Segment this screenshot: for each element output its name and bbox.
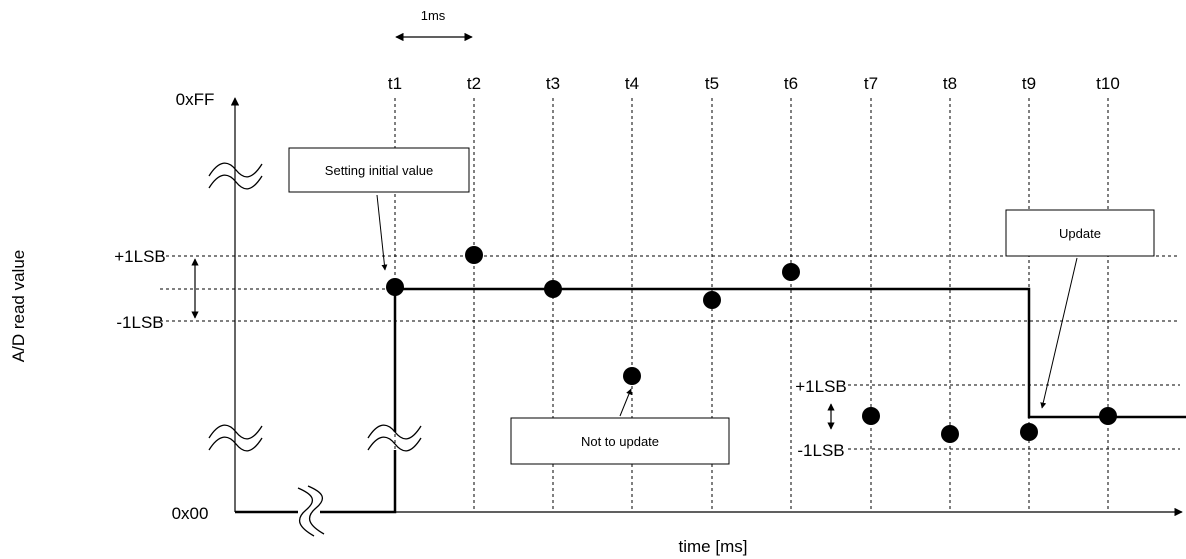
signal-rise-lower	[320, 450, 397, 514]
callout-initial-arrow	[376, 194, 388, 271]
sample-point-t10	[1099, 407, 1117, 425]
time-tick-labels: t1 t2 t3 t4 t5 t6 t7 t8 t9 t10	[388, 74, 1120, 93]
x-break-a	[297, 487, 315, 537]
signal-break-b	[367, 436, 422, 452]
sample-point-t9	[1020, 423, 1038, 441]
callout-not-update-arrow	[619, 388, 632, 417]
sample-point-t8	[941, 425, 959, 443]
axis-break-lower-a	[208, 424, 263, 440]
tick-label-t8: t8	[943, 74, 957, 93]
tick-label-t3: t3	[546, 74, 560, 93]
sample-point-t4	[623, 367, 641, 385]
tick-label-t10: t10	[1096, 74, 1120, 93]
callout-initial-value: Setting initial value	[288, 147, 470, 271]
sample-point-t2	[465, 246, 483, 264]
interval-label: 1ms	[421, 8, 446, 23]
minus-lsb-label-left: -1LSB	[116, 313, 163, 332]
tick-label-t5: t5	[705, 74, 719, 93]
tick-label-t4: t4	[625, 74, 639, 93]
stored-value-signal	[235, 287, 1186, 514]
tick-label-t7: t7	[864, 74, 878, 93]
minus-lsb-label-right: -1LSB	[797, 441, 844, 460]
axis-break-lower-b	[208, 436, 263, 452]
y-top-label: 0xFF	[176, 90, 215, 109]
axis-break-symbols	[208, 162, 422, 537]
callout-not-update-box	[510, 417, 730, 465]
x-axis-label: time [ms]	[679, 537, 748, 556]
sample-point-t3	[544, 280, 562, 298]
callout-not-update: Not to update	[510, 388, 730, 465]
plus-lsb-label-left: +1LSB	[114, 247, 166, 266]
callout-update-text: Update	[1059, 226, 1101, 241]
sample-points	[386, 246, 1117, 443]
callout-not-update-text: Not to update	[581, 434, 659, 449]
callout-update-box	[1005, 209, 1155, 257]
tick-label-t6: t6	[784, 74, 798, 93]
tick-label-t2: t2	[467, 74, 481, 93]
callout-initial-box	[288, 147, 470, 193]
callout-update: Update	[1005, 209, 1155, 409]
sample-point-t1	[386, 278, 404, 296]
sample-point-t5	[703, 291, 721, 309]
tick-label-t1: t1	[388, 74, 402, 93]
axis-break-upper-b	[208, 174, 263, 190]
axis-break-upper-a	[208, 162, 263, 178]
callout-update-arrow	[1040, 257, 1078, 409]
tick-label-t9: t9	[1022, 74, 1036, 93]
y-axis-label: A/D read value	[9, 250, 28, 362]
threshold-lines	[160, 255, 1180, 450]
sample-point-t7	[862, 407, 880, 425]
plus-lsb-label-right: +1LSB	[795, 377, 847, 396]
callout-initial-text: Setting initial value	[325, 163, 433, 178]
signal-main	[393, 287, 1186, 432]
sample-point-t6	[782, 263, 800, 281]
x-break-b	[307, 485, 325, 535]
time-gridlines	[394, 98, 1109, 512]
y-bottom-label: 0x00	[172, 504, 209, 523]
